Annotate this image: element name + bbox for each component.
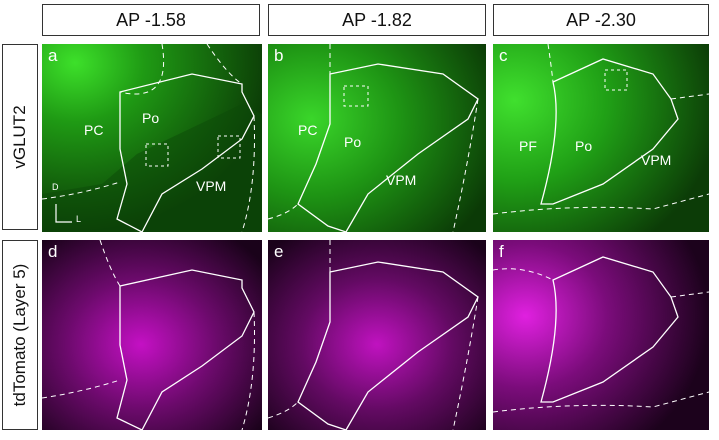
row-header-vglut2-label: vGLUT2 bbox=[10, 105, 29, 169]
region-label-vpm: VPM bbox=[641, 152, 672, 168]
panel-a-label: a bbox=[48, 46, 58, 65]
region-label-vpm: VPM bbox=[196, 178, 227, 194]
panel-a: a PC Po VPM D L bbox=[42, 44, 262, 232]
row-header-tdtomato: tdTomato (Layer 5) bbox=[2, 240, 38, 430]
panel-b-image bbox=[268, 44, 486, 232]
panel-d: d bbox=[42, 240, 262, 430]
region-label-vpm: VPM bbox=[386, 172, 417, 188]
panel-e-image bbox=[268, 240, 486, 430]
region-label-po: Po bbox=[344, 134, 362, 150]
panel-d-image bbox=[42, 240, 262, 430]
panel-f-label: f bbox=[499, 242, 504, 261]
panel-d-label: d bbox=[48, 242, 58, 261]
axis-label-dorsal: D bbox=[52, 182, 59, 192]
panel-a-image bbox=[42, 44, 262, 232]
column-header-ap-1-82: AP -1.82 bbox=[268, 4, 486, 36]
panel-b-label: b bbox=[274, 46, 284, 65]
region-label-pf: PF bbox=[519, 138, 537, 154]
axis-label-lateral: L bbox=[76, 214, 82, 224]
panel-f: f bbox=[493, 240, 709, 430]
panel-f-image bbox=[493, 240, 709, 430]
region-label-po: Po bbox=[142, 110, 160, 126]
panel-e: e bbox=[268, 240, 486, 430]
row-header-tdtomato-label: tdTomato (Layer 5) bbox=[10, 263, 29, 407]
panel-e-label: e bbox=[274, 242, 284, 261]
panel-c: c PF Po VPM bbox=[493, 44, 709, 232]
column-header-ap-1-58: AP -1.58 bbox=[42, 4, 260, 36]
region-label-pc: PC bbox=[84, 122, 104, 138]
row-header-vglut2: vGLUT2 bbox=[2, 44, 38, 230]
panel-c-image bbox=[493, 44, 709, 232]
panel-b: b PC Po VPM bbox=[268, 44, 486, 232]
panel-c-label: c bbox=[499, 46, 508, 65]
column-header-ap-2-30: AP -2.30 bbox=[493, 4, 709, 36]
region-label-pc: PC bbox=[298, 122, 318, 138]
region-label-po: Po bbox=[575, 138, 593, 154]
